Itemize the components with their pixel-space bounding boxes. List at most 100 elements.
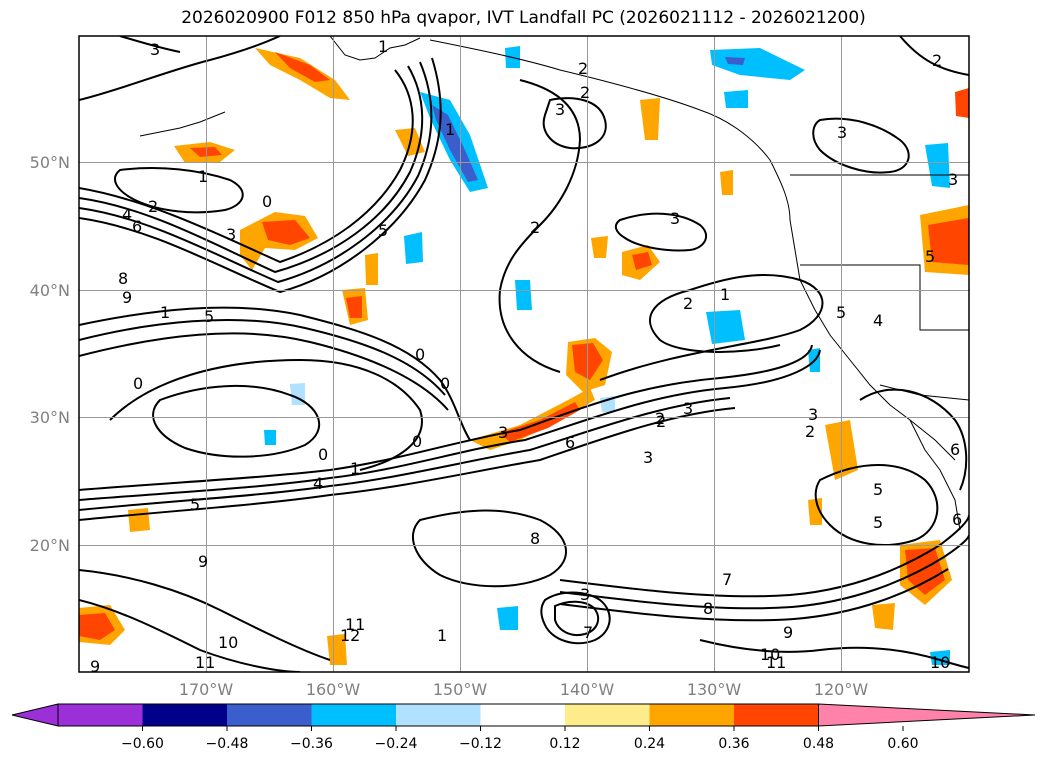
contour-line xyxy=(559,568,949,622)
negative-anomaly xyxy=(505,46,520,68)
contour-label: 4 xyxy=(873,311,883,330)
contour-label: 6 xyxy=(952,510,962,529)
contour-line xyxy=(814,464,939,546)
plot-frame xyxy=(78,35,970,673)
colorbar-tick-label: −0.24 xyxy=(375,736,418,752)
contour-label: 3 xyxy=(555,100,565,119)
colorbar-segment xyxy=(58,704,143,726)
contour-label: 3 xyxy=(226,225,236,244)
positive-anomaly xyxy=(262,220,310,245)
latitude-labels: 50°N 40°N 30°N 20°N xyxy=(30,153,70,555)
contour-line xyxy=(79,599,301,672)
colorbar-tick-label: 0.12 xyxy=(549,736,580,752)
colorbar-tick-label: 0.24 xyxy=(634,736,665,752)
colorbar-segment xyxy=(227,704,312,726)
positive-anomaly xyxy=(365,253,378,285)
contour-label: 2 xyxy=(578,59,588,78)
colorbar-outline xyxy=(57,703,819,727)
contour-label: 0 xyxy=(412,432,422,451)
contour-label: 10 xyxy=(218,633,238,652)
coastline xyxy=(429,39,956,461)
contour-label: 0 xyxy=(318,445,328,464)
positive-anomaly xyxy=(79,613,115,640)
negative-anomaly xyxy=(710,48,805,80)
contour-label: 2 xyxy=(148,197,158,216)
lat-label: 50°N xyxy=(30,153,70,172)
positive-anomaly xyxy=(591,236,608,258)
contour-label: 0 xyxy=(262,192,272,211)
border-line xyxy=(800,264,969,331)
contour-line xyxy=(79,397,731,511)
contour-label: 5 xyxy=(190,495,200,514)
contour-line xyxy=(599,274,824,381)
contour-label: 5 xyxy=(204,307,214,326)
contour-label: 0 xyxy=(415,345,425,364)
colorbar-segment xyxy=(142,704,228,726)
contour-line xyxy=(614,212,708,252)
contour-label: 3 xyxy=(670,209,680,228)
contour-line xyxy=(79,65,424,274)
contour-line xyxy=(79,69,414,264)
contour-label: 3 xyxy=(580,585,590,604)
contour-label: 3 xyxy=(948,170,958,189)
lon-label: 130°W xyxy=(687,680,742,699)
contour-label: 9 xyxy=(122,288,132,307)
contour-labels: 3 1 2 3 2 3 1 0 2 4 6 3 5 8 9 1 5 0 2 1 … xyxy=(90,37,962,676)
negative-anomaly xyxy=(600,396,615,412)
contour-line xyxy=(152,384,321,458)
negative-anomaly xyxy=(497,606,518,630)
contour-line xyxy=(540,591,611,645)
map-title: 2026020900 F012 850 hPa qvapor, IVT Land… xyxy=(181,8,866,28)
contour-label: 5 xyxy=(873,480,883,499)
lon-label: 160°W xyxy=(306,680,361,699)
contour-label: 3 xyxy=(498,423,508,442)
gridlines xyxy=(79,36,969,672)
contour-label: 9 xyxy=(198,552,208,571)
contour-line xyxy=(559,514,969,598)
contour-line xyxy=(899,36,969,76)
contour-label: 1 xyxy=(445,120,455,139)
lon-label: 170°W xyxy=(179,680,234,699)
contour-label: 0 xyxy=(440,374,450,393)
contour-label: 8 xyxy=(118,269,128,288)
coastlines xyxy=(139,36,969,531)
contour-label: 9 xyxy=(90,657,100,676)
negative-anomaly xyxy=(925,143,950,188)
positive-anomaly xyxy=(275,52,330,82)
coastline xyxy=(909,419,961,531)
colorbar-segment xyxy=(565,704,650,726)
colorbar-segment xyxy=(480,704,566,726)
colorbar-extend-low xyxy=(11,703,59,727)
contour-label: 2 xyxy=(805,422,815,441)
contour-line xyxy=(79,407,736,521)
negative-anomaly xyxy=(725,57,745,65)
contour-label: 3 xyxy=(837,123,847,142)
contour-label: 2 xyxy=(683,294,693,313)
border-line xyxy=(879,384,969,401)
contour-line xyxy=(79,57,442,294)
contour-line xyxy=(119,36,181,53)
contour-label: 0 xyxy=(133,374,143,393)
contour-line xyxy=(79,319,446,396)
contour-label: 6 xyxy=(565,433,575,452)
contour-label: 4 xyxy=(313,474,323,493)
positive-anomaly xyxy=(128,508,150,532)
colorbar-extend-high xyxy=(818,703,1036,727)
contour-label: 12 xyxy=(340,626,360,645)
colorbar-tick-label: −0.12 xyxy=(459,736,502,752)
contour-line xyxy=(79,349,821,501)
colorbar: −0.60 −0.48 −0.36 −0.24 −0.12 0.12 0.24 0.36 0.4… xyxy=(11,703,1036,752)
contour-label: 3 xyxy=(683,399,693,418)
negative-anomaly xyxy=(724,90,748,108)
contour-label: 1 xyxy=(350,459,360,478)
positive-anomaly xyxy=(632,252,652,270)
contour-line xyxy=(411,509,567,588)
lon-label: 140°W xyxy=(560,680,615,699)
lon-label: 120°W xyxy=(814,680,869,699)
contour-label: 1 xyxy=(160,303,170,322)
contour-label: 6 xyxy=(132,217,142,236)
contour-label: 1 xyxy=(198,167,208,186)
contour-label: 5 xyxy=(925,247,935,266)
ivt-contours xyxy=(79,36,969,672)
contour-label: 5 xyxy=(873,513,883,532)
